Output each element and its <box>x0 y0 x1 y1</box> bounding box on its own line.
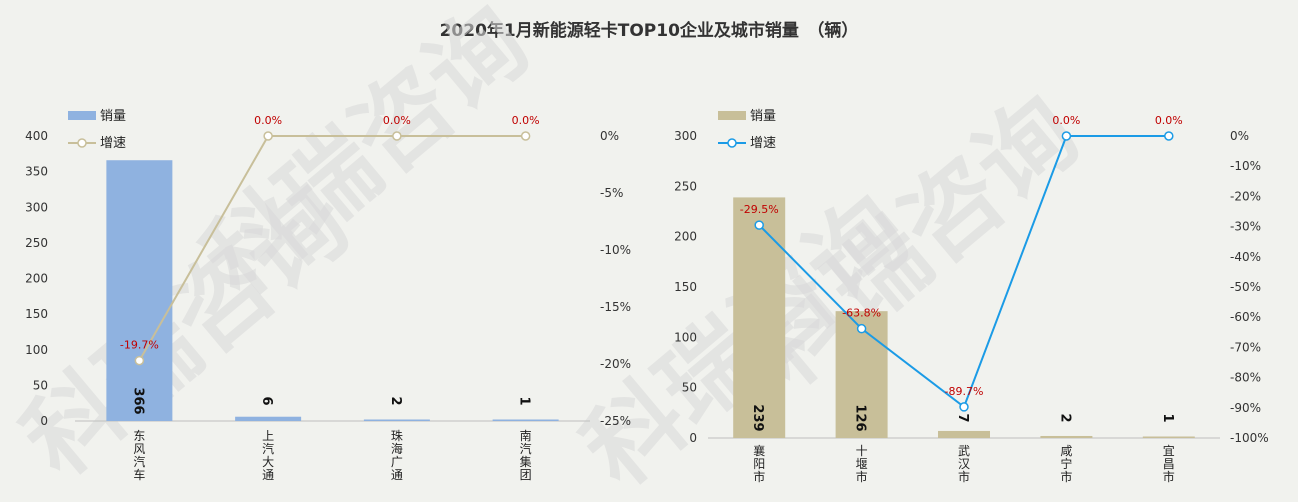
y2-tick-label: -40% <box>1230 250 1261 264</box>
bar-value-label: 239 <box>750 404 765 431</box>
y2-tick-label: -100% <box>1230 431 1269 445</box>
legend-bar-label: 销量 <box>750 109 776 124</box>
y-tick-label: 350 <box>25 165 48 179</box>
bar <box>492 419 559 421</box>
enterprise-chart: 0 50 100 150 200 250 300 350 400 -25% -20% -15% -10%… <box>25 109 631 482</box>
bar-value-label: 7 <box>955 413 970 422</box>
growth-label: 0.0% <box>254 114 282 127</box>
bar-value-label: 126 <box>853 404 868 431</box>
growth-point <box>1061 131 1072 141</box>
y-tick-label: 300 <box>674 129 697 143</box>
growth-point <box>263 131 273 141</box>
growth-label: 0.0% <box>1155 114 1183 127</box>
y2-tick-label: -5% <box>600 186 623 200</box>
growth-point <box>134 355 145 366</box>
growth-label: -29.5% <box>740 203 779 216</box>
growth-label: 0.0% <box>1052 114 1080 127</box>
growth-line <box>138 135 526 362</box>
x-tick-label: 珠海广通 <box>391 429 403 482</box>
page-title: 2020年1月新能源轻卡TOP10企业及城市销量 （辆） <box>439 21 859 41</box>
y-tick-label: 250 <box>25 236 48 250</box>
y2-tick-label: -90% <box>1230 401 1261 415</box>
legend-bar-label: 销量 <box>100 109 126 124</box>
growth-point <box>392 131 402 141</box>
legend-line-marker <box>727 138 737 148</box>
y-tick-label: 200 <box>674 230 697 244</box>
growth-label: 0.0% <box>512 114 540 127</box>
y2-tick-label: -30% <box>1230 220 1261 234</box>
y-tick-label: 150 <box>25 307 48 321</box>
y-tick-label: 100 <box>674 330 697 344</box>
bar <box>106 160 173 421</box>
y2-tick-label: 0% <box>1230 129 1249 143</box>
city-chart: 0 50 100 150 200 250 300 -100% -90% -80% -70% -60% -… <box>674 109 1269 484</box>
bar-value-label: 2 <box>1057 413 1072 422</box>
y-tick-label: 400 <box>25 129 48 143</box>
growth-point <box>520 131 531 141</box>
growth-label: -89.7% <box>945 385 984 398</box>
bar <box>363 419 430 421</box>
growth-point <box>754 220 764 230</box>
growth-label: -19.7% <box>120 339 159 352</box>
x-tick-label: 上汽大通 <box>262 429 274 482</box>
bar-value-label: 1 <box>1160 413 1175 422</box>
growth-label: 0.0% <box>383 114 411 127</box>
growth-point <box>959 402 969 412</box>
legend-line-marker <box>77 138 87 148</box>
x-tick-label: 东风汽车 <box>133 429 145 482</box>
bar <box>733 197 786 438</box>
y-tick-label: 150 <box>674 280 697 294</box>
growth-point <box>1164 131 1174 141</box>
x-tick-label: 南汽集团 <box>520 428 532 482</box>
y2-tick-label: -10% <box>600 243 631 257</box>
y2-tick-label: 0% <box>600 129 619 143</box>
bar-value-label: 2 <box>388 396 403 405</box>
x-tick-label: 十堰市 <box>856 444 868 484</box>
y-tick-label: 50 <box>33 378 48 392</box>
x-tick-label: 宜昌市 <box>1163 443 1175 484</box>
y2-tick-label: -60% <box>1230 310 1261 324</box>
y2-tick-label: -70% <box>1230 340 1261 354</box>
y-tick-label: 50 <box>682 381 697 395</box>
y2-tick-label: -25% <box>600 414 631 428</box>
y-tick-label: 0 <box>689 431 697 445</box>
bar <box>1040 435 1093 438</box>
x-tick-label: 武汉市 <box>958 444 970 484</box>
x-tick-label: 襄阳市 <box>753 443 765 484</box>
legend-line-label: 增速 <box>750 136 776 151</box>
legend-line-label: 增速 <box>100 136 126 151</box>
bar-value-label: 6 <box>259 396 274 405</box>
y2-tick-label: -80% <box>1230 371 1261 385</box>
growth-point <box>856 323 867 334</box>
legend-bar-swatch <box>68 111 96 120</box>
bar <box>235 416 302 421</box>
y2-tick-label: -15% <box>600 300 631 314</box>
y2-tick-label: -50% <box>1230 280 1261 294</box>
y2-tick-label: -10% <box>1230 159 1261 173</box>
bar-value-label: 1 <box>517 396 532 405</box>
bar-value-label: 366 <box>130 387 145 414</box>
watermark-text: 科瑞咨询 <box>183 0 549 318</box>
bar <box>1142 436 1195 438</box>
y-tick-label: 200 <box>25 272 48 286</box>
bar <box>938 430 990 438</box>
y-tick-label: 250 <box>674 179 697 193</box>
x-tick-label: 咸宁市 <box>1060 444 1072 484</box>
growth-label: -63.8% <box>842 307 881 320</box>
y-tick-label: 100 <box>25 343 48 357</box>
y2-tick-label: -20% <box>1230 189 1261 203</box>
legend-bar-swatch <box>718 111 746 120</box>
y2-tick-label: -20% <box>600 357 631 371</box>
y-tick-label: 0 <box>40 414 48 428</box>
y-tick-label: 300 <box>25 200 48 214</box>
